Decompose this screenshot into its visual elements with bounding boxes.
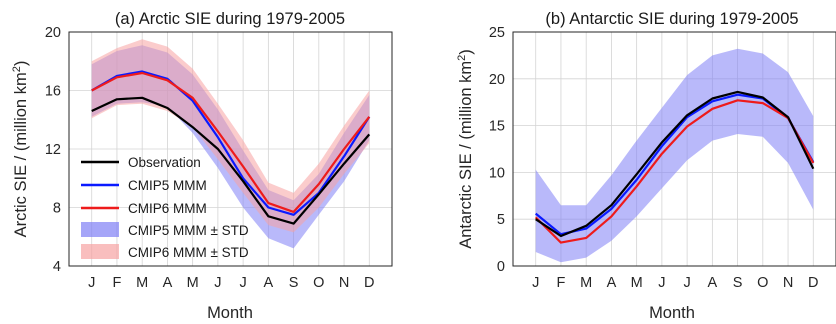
panel-b-ytick-label: 5	[497, 212, 505, 228]
panel-b-xtick-label: O	[757, 275, 768, 291]
panel-a-plot-frame	[68, 31, 393, 267]
panel-a-ytick-label: 12	[45, 142, 61, 158]
panel-b-cmip5-band	[535, 48, 814, 263]
panel-b-line-observation	[535, 90, 815, 238]
panel-a-ytick-label: 20	[45, 25, 61, 41]
legend-label-cmip6-band: CMIP6 MMM ± STD	[128, 245, 249, 260]
panel-b-xtick-label: J	[532, 275, 539, 291]
panel-b-ylabel: Antarctic SIE / (million km2)	[456, 49, 475, 249]
panel-b-xtick-label: A	[708, 275, 718, 291]
legend-swatch-cmip6-band	[81, 244, 119, 259]
legend-label-cmip6: CMIP6 MMM	[128, 201, 207, 216]
panel-b-xtick-label: J	[683, 275, 690, 291]
panel-a-xtick-label: D	[364, 275, 374, 291]
legend-label-observation: Observation	[128, 155, 201, 170]
panel-a-xtick-label: N	[339, 275, 349, 291]
panel-b-ytick-label: 20	[489, 72, 505, 88]
panel-b-title: (b) Antarctic SIE during 1979-2005	[545, 10, 798, 28]
panel-b-xtick-label: D	[808, 275, 818, 291]
panel-b-ytick-label: 15	[489, 119, 505, 135]
legend-label-cmip5: CMIP5 MMM	[128, 178, 207, 193]
panel-a-xtick-label: A	[163, 275, 173, 291]
panel-b-xlabel: Month	[649, 304, 695, 322]
panel-a-line-observation	[91, 96, 371, 225]
panel-a-xtick-label: M	[136, 275, 148, 291]
panel-b-xtick-label: J	[658, 275, 665, 291]
panel-b-xtick-label: N	[783, 275, 793, 291]
panel-a-title: (a) Arctic SIE during 1979-2005	[115, 10, 345, 28]
panel-a-xtick-label: J	[88, 275, 95, 291]
panel-b-ytick-label: 25	[489, 25, 505, 41]
panel-a-line-cmip6	[91, 71, 371, 213]
panel-b-xtick-label: M	[631, 275, 643, 291]
panel-b-ytick-label: 10	[489, 165, 505, 181]
panel-b-xtick-label: A	[607, 275, 617, 291]
legend-swatch-cmip5-band	[81, 222, 119, 237]
panel-a-xlabel: Month	[207, 304, 253, 322]
panel-a-xtick-label: A	[264, 275, 274, 291]
panel-a-xtick-label: O	[313, 275, 324, 291]
legend-label-cmip5-band: CMIP5 MMM ± STD	[128, 223, 249, 238]
panel-b-ytick-label: 0	[497, 259, 505, 275]
panel-a-ytick-label: 4	[53, 259, 61, 275]
panel-a-line-cmip5	[91, 70, 371, 216]
legend: Observation CMIP5 MMM CMIP6 MMM CMIP5 MM…	[81, 155, 249, 260]
panel-a-ylabel: Arctic SIE / (million km2)	[11, 61, 30, 238]
panel-b-plot-frame	[512, 31, 836, 267]
panel-a-xtick-label: J	[239, 275, 246, 291]
panel-a-xtick-label: S	[289, 275, 299, 291]
panel-a-xtick-label: M	[187, 275, 199, 291]
panel-a-xtick-label: F	[113, 275, 122, 291]
panel-a-xtick-label: J	[214, 275, 221, 291]
panel-b-line-cmip6	[534, 99, 815, 244]
panel-b-xtick-label: M	[580, 275, 592, 291]
panel-b-xtick-label: S	[733, 275, 743, 291]
panel-b-xtick-label: F	[557, 275, 566, 291]
panel-a-ytick-label: 8	[53, 201, 61, 217]
panel-a-ytick-label: 16	[45, 84, 61, 100]
panel-a-cmip6-band	[91, 39, 370, 233]
